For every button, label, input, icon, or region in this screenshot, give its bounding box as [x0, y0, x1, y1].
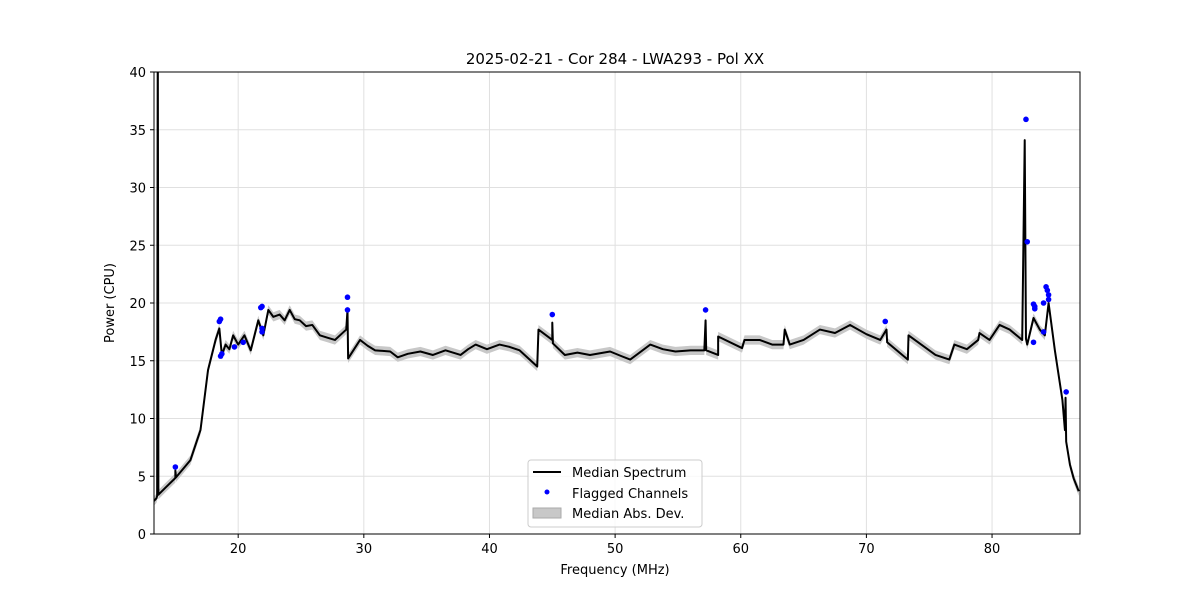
y-tick-label: 25 — [129, 239, 146, 254]
flagged-channel-point — [1040, 300, 1047, 306]
flagged-channel-point — [882, 318, 889, 325]
y-axis-label: Power (CPU) — [103, 263, 118, 343]
x-tick-label: 20 — [230, 542, 247, 557]
x-tick-label: 60 — [732, 542, 749, 557]
flagged-channel-point — [219, 351, 225, 357]
flagged-channel-point — [344, 294, 351, 301]
y-tick-label: 15 — [129, 355, 146, 370]
chart-title: 2025-02-21 - Cor 284 - LWA293 - Pol XX — [466, 50, 764, 68]
flagged-channel-point — [259, 325, 265, 332]
y-tick-label: 10 — [129, 413, 146, 428]
legend-dot-swatch — [544, 489, 550, 495]
median-line-group — [154, 72, 1080, 502]
flagged-channel-point — [1045, 292, 1052, 298]
flagged-points-group — [172, 116, 1069, 470]
legend-band-swatch — [532, 507, 562, 519]
flagged-channel-point — [217, 316, 224, 322]
mad-band — [154, 72, 1079, 506]
flagged-channel-point — [549, 311, 556, 318]
y-tick-label: 40 — [129, 66, 146, 81]
x-tick-label: 70 — [858, 542, 875, 557]
flagged-channel-point — [1045, 296, 1052, 303]
legend-flagged: Flagged Channels — [572, 487, 688, 502]
x-axis-label: Frequency (MHz) — [560, 563, 669, 578]
flagged-channel-point — [172, 464, 179, 470]
legend-median: Median Spectrum — [572, 466, 686, 481]
flagged-channel-point — [1063, 389, 1069, 395]
grid — [154, 71, 1080, 535]
flagged-channel-point — [1030, 339, 1037, 346]
x-tick-label: 30 — [356, 542, 373, 557]
y-tick-label: 5 — [138, 470, 146, 485]
x-tick-label: 50 — [607, 542, 624, 557]
flagged-channel-point — [1023, 116, 1029, 123]
x-tick-label: 40 — [481, 542, 498, 557]
flagged-channel-point — [240, 339, 247, 346]
axis-ticks: 20 30 40 50 60 70 80 0 5 10 15 20 25 30 35 40 — [129, 66, 1000, 557]
flagged-channel-point — [1031, 305, 1038, 312]
flagged-channel-point — [1040, 329, 1047, 335]
flagged-channel-point — [1044, 287, 1051, 294]
legend-mad: Median Abs. Dev. — [572, 507, 684, 522]
flagged-channel-point — [259, 303, 265, 310]
flagged-channel-point — [344, 307, 351, 313]
y-tick-label: 30 — [129, 182, 146, 197]
y-tick-label: 35 — [129, 124, 146, 139]
flagged-channel-point — [1024, 238, 1031, 245]
flagged-channel-point — [702, 307, 709, 313]
median-spectrum-line — [154, 72, 1080, 502]
y-tick-label: 0 — [138, 528, 146, 543]
y-tick-label: 20 — [129, 297, 146, 312]
legend: Median Spectrum Flagged Channels Median … — [527, 459, 703, 528]
flagged-channel-point — [231, 344, 238, 350]
x-tick-label: 80 — [984, 542, 1001, 557]
mad-band-group — [154, 72, 1079, 506]
